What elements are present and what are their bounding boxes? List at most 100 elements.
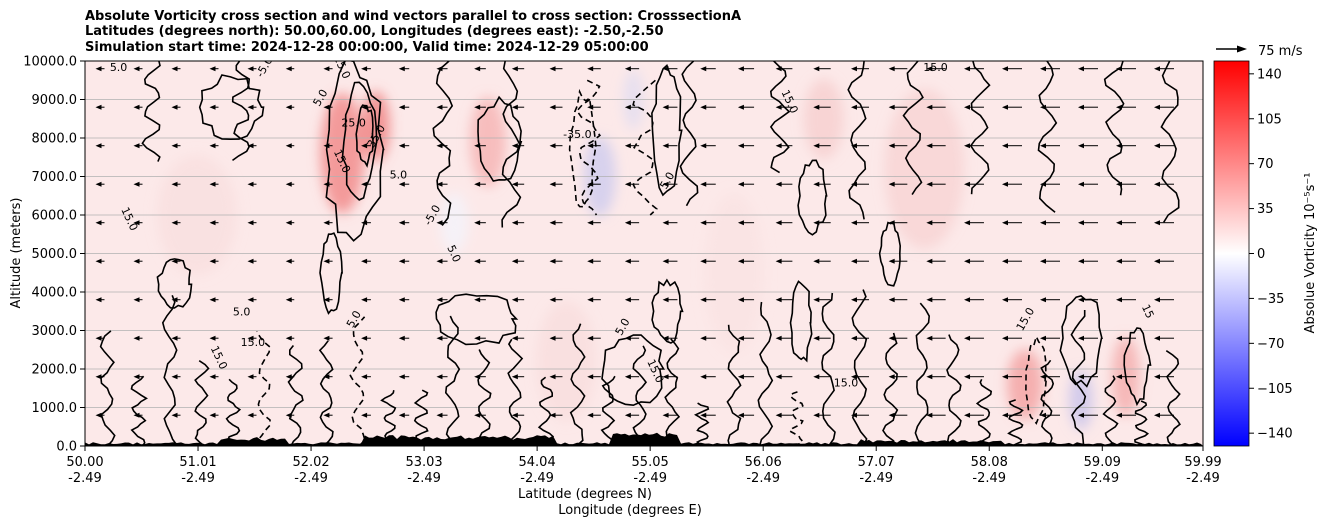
contour-line: [380, 390, 398, 446]
wind-vector-head: [1078, 258, 1084, 264]
wind-vector-head: [285, 335, 292, 341]
wind-vector-head: [662, 104, 669, 110]
wind-vector-head: [398, 374, 405, 380]
wind-vector-head: [775, 297, 782, 303]
wind-vector-head: [737, 143, 744, 149]
wind-vector-head: [361, 220, 368, 226]
wind-vector-head: [775, 181, 782, 187]
wind-vector-head: [171, 104, 178, 110]
x-tick-label-lon: -2.49: [520, 471, 554, 486]
wind-vector-head: [549, 143, 556, 149]
wind-vector-head: [964, 297, 971, 303]
contour-line: [1007, 399, 1024, 446]
contour-line: [413, 389, 429, 446]
y-axis-label: Altitude (meters): [9, 198, 24, 309]
wind-vector-head: [285, 143, 292, 149]
wind-vector-head: [850, 220, 857, 226]
wind-vector-head: [1002, 258, 1008, 264]
wind-vector-head: [1116, 181, 1122, 187]
wind-vector-head: [813, 335, 820, 341]
colorbar-tick-label: −35: [1257, 292, 1284, 307]
wind-vector-head: [813, 143, 820, 149]
wind-vector-head: [926, 297, 933, 303]
wind-vector-head: [662, 335, 669, 341]
wind-vector-head: [850, 258, 857, 264]
vorticity-shading-6: [1007, 349, 1044, 420]
wind-vector-head: [1002, 104, 1008, 110]
contour-line: [231, 61, 251, 162]
wind-vector-head: [436, 104, 443, 110]
wind-vector-head: [888, 297, 895, 303]
wind-vector-head: [247, 335, 254, 341]
contour-line: [161, 295, 179, 446]
wind-vector-head: [133, 297, 140, 303]
wind-vector-head: [1116, 258, 1122, 264]
chart-title-line-1: Absolute Vorticity cross section and win…: [85, 9, 742, 24]
quiver-key: 75 m/s: [1216, 44, 1303, 59]
wind-vector-head: [285, 104, 292, 110]
wind-vector-head: [1040, 412, 1046, 418]
x-tick-label-lon: -2.49: [633, 471, 667, 486]
wind-vector-head: [964, 66, 971, 72]
contour-label: 15.0: [923, 61, 948, 74]
wind-vector-head: [888, 66, 895, 72]
wind-vector-head: [133, 66, 140, 72]
wind-vector-head: [436, 66, 443, 72]
x-tick-label-lat: 58.08: [971, 455, 1008, 470]
wind-vector-head: [700, 297, 707, 303]
contour-loop: [1123, 327, 1152, 407]
y-tick-label: 1000.0: [32, 401, 78, 416]
wind-vector-head: [474, 258, 481, 264]
wind-vector-head: [926, 143, 933, 149]
x-tick-label-lon: -2.49: [746, 471, 780, 486]
wind-vector-head: [285, 220, 292, 226]
wind-vector-head: [926, 412, 933, 418]
wind-vector-head: [436, 412, 443, 418]
wind-vector-head: [361, 66, 368, 72]
contour-line: [537, 376, 555, 446]
wind-vector-head: [511, 412, 518, 418]
wind-vector-head: [587, 258, 594, 264]
wind-vector-head: [511, 335, 518, 341]
contour-line: [1165, 350, 1181, 446]
wind-vector-head: [1154, 258, 1160, 264]
wind-vector-head: [171, 220, 178, 226]
wind-vector-head: [888, 143, 895, 149]
wind-vector-head: [1040, 335, 1046, 341]
wind-vector-head: [737, 297, 744, 303]
contour-loop: [651, 278, 684, 344]
wind-vector-head: [624, 104, 631, 110]
wind-vector-head: [926, 335, 933, 341]
wind-vector-head: [1002, 66, 1008, 72]
wind-vector-head: [436, 258, 443, 264]
wind-vector-head: [624, 66, 631, 72]
wind-vector-head: [700, 143, 707, 149]
wind-vector-head: [398, 181, 405, 187]
wind-vector-head: [549, 374, 556, 380]
vorticity-shading-13: [803, 78, 844, 159]
contour-line: [130, 375, 148, 446]
wind-vector-head: [474, 335, 481, 341]
wind-vector-head: [95, 335, 102, 341]
wind-vector-head: [323, 412, 330, 418]
wind-vector-head: [813, 66, 820, 72]
x-tick-label-lon: -2.49: [972, 471, 1006, 486]
quiver-key-label: 75 m/s: [1258, 44, 1303, 59]
chart-title-line-2: Latitudes (degrees north): 50.00,60.00, …: [85, 24, 664, 39]
wind-vector-head: [737, 412, 744, 418]
wind-vector-head: [133, 104, 140, 110]
contour-line: [1037, 61, 1058, 213]
wind-vector-head: [133, 374, 140, 380]
contour-loop: [355, 104, 374, 168]
wind-vector-head: [964, 181, 971, 187]
wind-vector-head: [813, 374, 820, 380]
wind-vector-head: [95, 258, 102, 264]
wind-vector-head: [436, 181, 443, 187]
contour-line: [1070, 310, 1087, 446]
wind-vector-head: [850, 374, 857, 380]
contour-line: [821, 292, 836, 446]
x-tick-label-lon: -2.49: [68, 471, 102, 486]
wind-vector-head: [95, 297, 102, 303]
wind-vector-head: [209, 181, 216, 187]
wind-vector-head: [95, 66, 102, 72]
